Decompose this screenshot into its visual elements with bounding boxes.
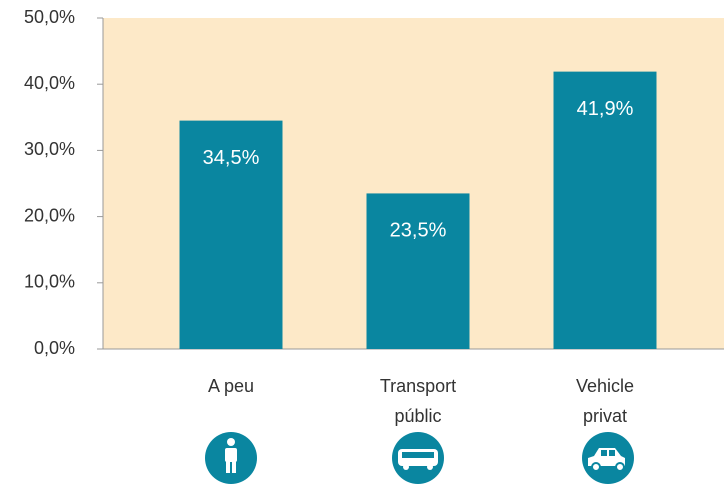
x-tick-label: Transport [380,376,456,396]
x-tick-label: A peu [208,376,254,396]
x-tick-label: públic [394,406,441,426]
bar [553,71,657,349]
icon-walk [205,432,257,484]
y-tick-label: 20,0% [24,205,75,225]
y-tick-label: 10,0% [24,272,75,292]
x-tick-label: Vehicle [576,376,634,396]
bar [179,120,283,349]
y-tick-label: 40,0% [24,73,75,93]
y-tick-label: 0,0% [34,338,75,358]
value-label: 34,5% [203,147,260,169]
y-tick-label: 50,0% [24,7,75,27]
icon-car [582,432,634,484]
value-label: 41,9% [577,98,634,120]
value-label: 23,5% [390,220,447,242]
icon-bus [392,432,444,484]
y-tick-label: 30,0% [24,139,75,159]
bar [366,193,470,349]
x-tick-label: privat [583,406,627,426]
